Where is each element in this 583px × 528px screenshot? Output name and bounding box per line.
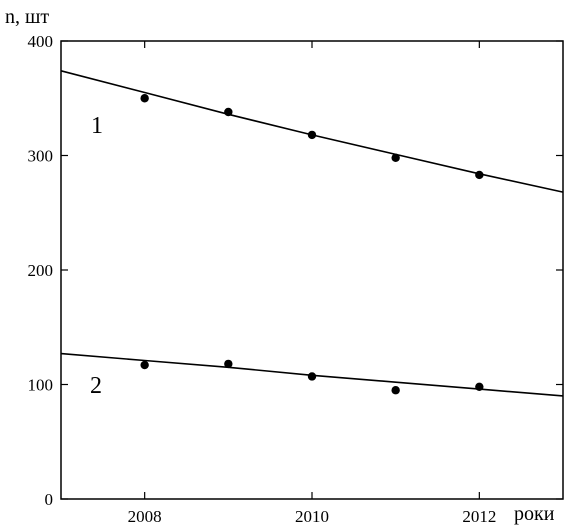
axis-tick-labels: 0 100 200 300 400 2008 2010 2012: [28, 32, 497, 526]
data-point-series-2: [140, 360, 149, 370]
trend-lines: [60, 70, 564, 397]
data-point-series-1: [224, 107, 233, 117]
data-points: [140, 94, 484, 395]
series-1-label: 1: [91, 113, 103, 139]
plot-frame: [60, 40, 564, 500]
y-tick-label: 100: [28, 376, 54, 395]
y-tick-label: 400: [28, 32, 54, 51]
y-tick-label: 200: [28, 261, 54, 280]
axis-ticks: [61, 40, 563, 500]
x-tick-label: 2012: [462, 507, 496, 526]
data-point-series-1: [140, 94, 149, 103]
data-point-series-1: [307, 130, 317, 140]
data-point-series-2: [391, 386, 400, 395]
x-tick-label: 2010: [295, 507, 329, 526]
data-point-series-1: [475, 170, 484, 180]
y-tick-label: 300: [28, 147, 54, 166]
x-axis-title: роки: [514, 503, 555, 525]
x-tick-label: 2008: [128, 507, 162, 526]
y-tick-label: 0: [45, 490, 54, 509]
y-axis-title: n, шт: [5, 6, 49, 28]
data-point-series-2: [307, 372, 317, 381]
data-point-series-2: [475, 382, 484, 391]
data-point-series-2: [224, 359, 233, 369]
series-2-label: 2: [90, 373, 102, 399]
data-point-series-1: [391, 153, 400, 162]
